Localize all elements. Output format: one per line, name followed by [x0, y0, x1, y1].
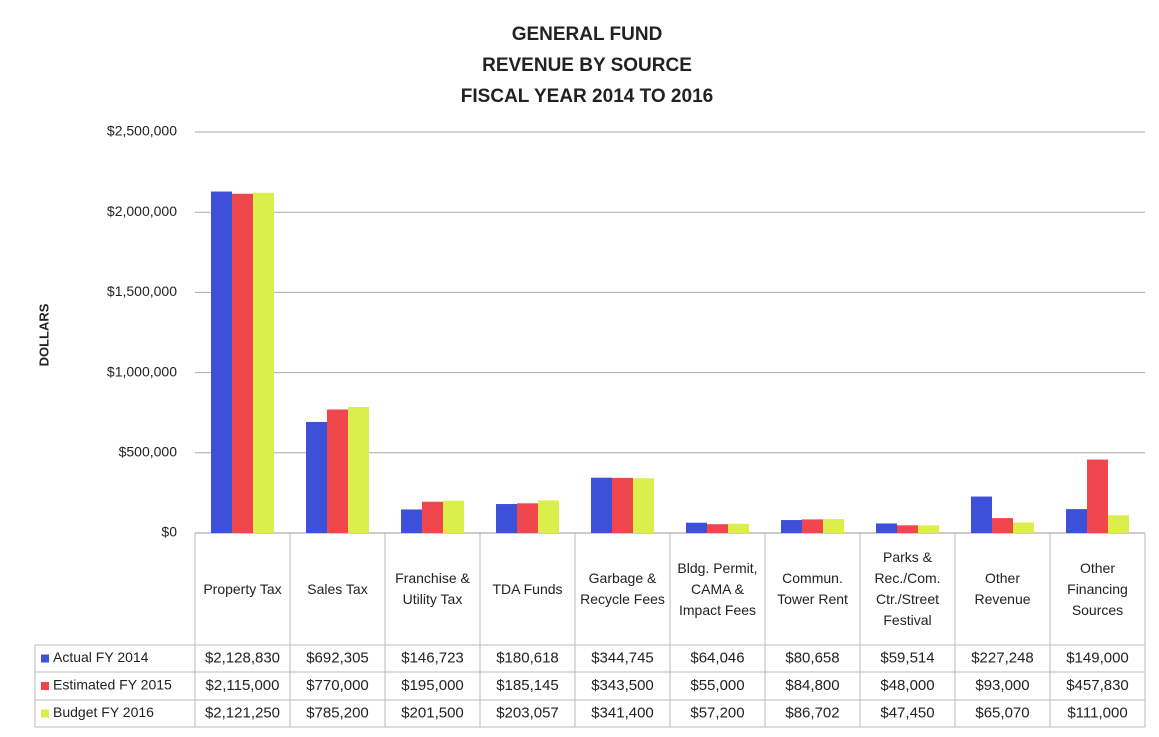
bar: [992, 518, 1013, 533]
category-label: Other Revenue: [974, 570, 1031, 607]
table-value: $111,000: [1067, 704, 1127, 721]
y-tick-label: $2,500,000: [107, 123, 177, 139]
table-value: $195,000: [401, 677, 464, 694]
table-value: $57,200: [690, 704, 744, 721]
table-value: $2,128,830: [205, 649, 280, 666]
category-label: Other Financing Sources: [1067, 559, 1128, 618]
bar: [211, 191, 232, 533]
bar: [496, 504, 517, 533]
bar: [728, 523, 749, 533]
category-label: Sales Tax: [307, 580, 368, 597]
table-value: $185,145: [496, 677, 559, 694]
category-label: Property Tax: [203, 580, 282, 597]
table-value: $343,500: [591, 677, 654, 694]
table-value: $344,745: [591, 649, 654, 666]
bar: [633, 478, 654, 533]
table-value: $47,450: [880, 704, 934, 721]
bar: [443, 500, 464, 533]
category-label: Garbage & Recycle Fees: [580, 570, 665, 607]
table-value: $59,514: [880, 649, 934, 666]
bar: [1013, 522, 1034, 533]
bar: [802, 519, 823, 533]
bar: [401, 509, 422, 533]
legend-label: Actual FY 2014: [53, 649, 149, 665]
bar: [517, 503, 538, 533]
category-label: Commun. Tower Rent: [777, 570, 848, 607]
table-value: $785,200: [306, 704, 369, 721]
table-value: $180,618: [496, 649, 559, 666]
table-value: $64,046: [690, 649, 744, 666]
bar: [253, 192, 274, 533]
bar: [422, 501, 443, 533]
table-value: $84,800: [785, 677, 839, 694]
bar: [348, 407, 369, 533]
bar: [538, 500, 559, 533]
category-label: Bldg. Permit, CAMA & Impact Fees: [677, 559, 758, 618]
table-value: $457,830: [1066, 677, 1129, 694]
table-value: $692,305: [306, 649, 369, 666]
table-value: $341,400: [591, 704, 654, 721]
legend-swatch: [41, 654, 49, 663]
category-label: TDA Funds: [492, 580, 563, 597]
bar: [327, 409, 348, 533]
table-value: $201,500: [401, 704, 464, 721]
chart-title: FISCAL YEAR 2014 TO 2016: [461, 86, 713, 107]
bar: [1066, 509, 1087, 533]
bar: [897, 525, 918, 533]
chart-title: REVENUE BY SOURCE: [482, 55, 692, 76]
bar: [232, 193, 253, 533]
bar: [306, 421, 327, 533]
bar: [1108, 515, 1129, 533]
bar: [1087, 459, 1108, 533]
table-value: $48,000: [880, 677, 934, 694]
legend-swatch: [41, 682, 49, 690]
table-value: $770,000: [306, 677, 369, 694]
category-label: Franchise & Utility Tax: [395, 570, 470, 607]
table-value: $227,248: [971, 649, 1034, 666]
bar: [918, 525, 939, 533]
bar: [823, 519, 844, 533]
table-value: $80,658: [785, 649, 839, 666]
table-value: $149,000: [1066, 649, 1129, 666]
bar: [971, 496, 992, 533]
table-value: $146,723: [401, 649, 464, 666]
table-value: $2,121,250: [205, 704, 280, 721]
table-value: $2,115,000: [206, 677, 280, 694]
table-value: $203,057: [496, 704, 559, 721]
y-axis-label: DOLLARS: [36, 303, 51, 366]
bar: [686, 522, 707, 533]
table-value: $55,000: [690, 677, 744, 694]
legend-label: Budget FY 2016: [53, 704, 154, 720]
category-label: Parks & Rec./Com. Ctr./Street Festival: [874, 549, 941, 628]
legend-label: Estimated FY 2015: [53, 677, 172, 693]
bar: [707, 524, 728, 533]
y-tick-label: $500,000: [119, 444, 178, 460]
y-tick-label: $0: [161, 524, 177, 540]
table-value: $93,000: [975, 677, 1029, 694]
legend-swatch: [41, 709, 49, 718]
bar: [876, 523, 897, 533]
y-tick-label: $1,500,000: [107, 283, 177, 299]
y-tick-label: $2,000,000: [107, 203, 177, 219]
table-value: $65,070: [975, 704, 1029, 721]
bar: [781, 520, 802, 533]
y-tick-label: $1,000,000: [107, 363, 177, 379]
chart-title: GENERAL FUND: [512, 24, 663, 45]
bar: [591, 477, 612, 533]
bar: [612, 477, 633, 533]
table-value: $86,702: [785, 704, 839, 721]
